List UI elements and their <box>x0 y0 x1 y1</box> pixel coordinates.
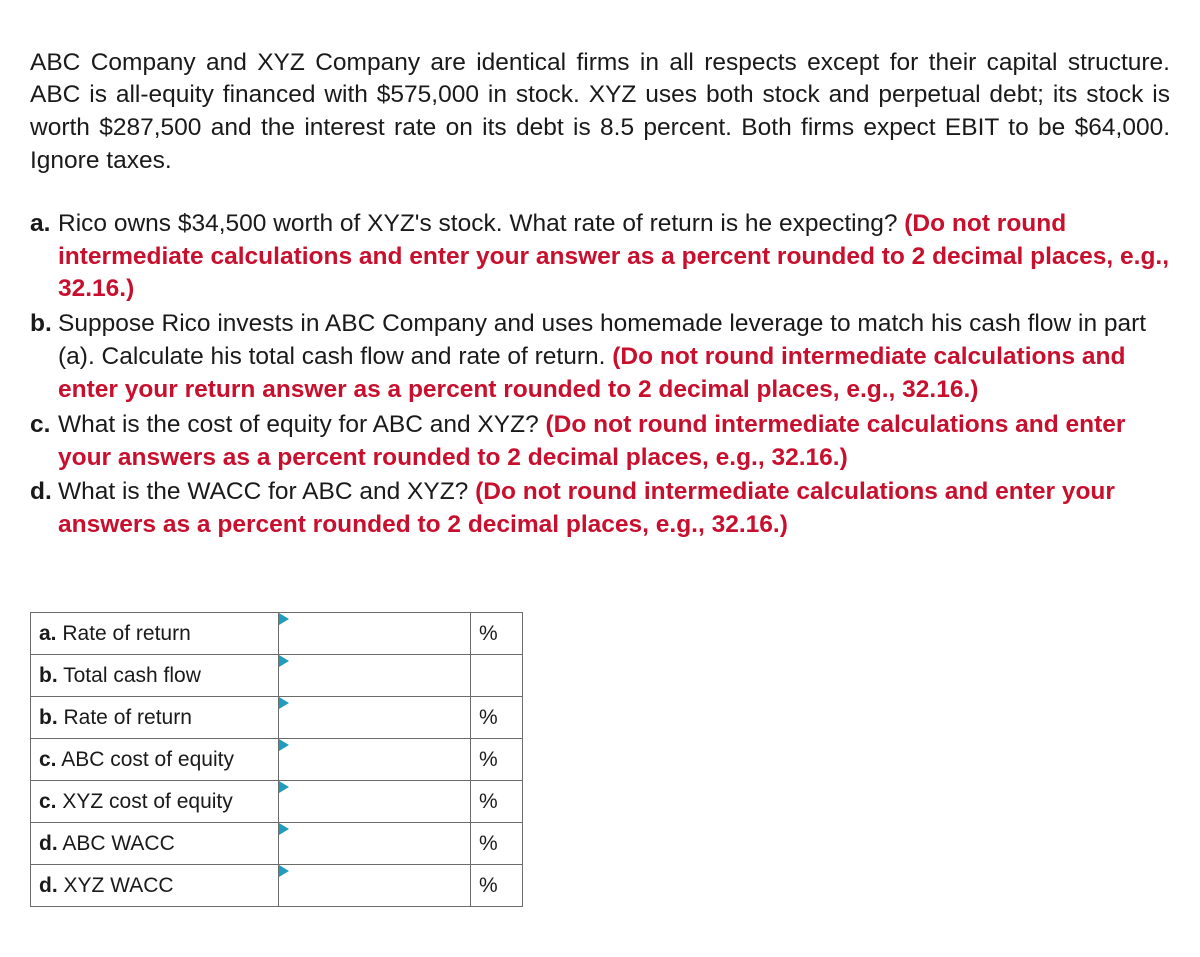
answer-input[interactable] <box>279 613 470 654</box>
input-marker-icon <box>279 865 289 877</box>
answer-input[interactable] <box>279 781 470 822</box>
question-letter: b. <box>30 308 58 406</box>
row-label: b. Rate of return <box>31 697 279 739</box>
row-label: c. XYZ cost of equity <box>31 781 279 823</box>
row-part-letter: b. <box>39 664 58 687</box>
row-label-text: XYZ WACC <box>58 874 174 897</box>
row-input-cell <box>279 697 471 739</box>
row-label-text: Rate of return <box>58 706 192 729</box>
row-input-cell <box>279 781 471 823</box>
table-row: c. ABC cost of equity% <box>31 739 523 781</box>
answer-input[interactable] <box>279 697 470 738</box>
row-label: b. Total cash flow <box>31 655 279 697</box>
question-letter: a. <box>30 208 58 306</box>
intro-paragraph: ABC Company and XYZ Company are identica… <box>30 47 1170 178</box>
row-unit: % <box>471 865 523 907</box>
input-marker-icon <box>279 613 289 625</box>
question-text: Rico owns $34,500 worth of XYZ's stock. … <box>58 210 904 237</box>
row-part-letter: d. <box>39 832 58 855</box>
row-unit: % <box>471 697 523 739</box>
row-unit: % <box>471 823 523 865</box>
row-input-cell <box>279 739 471 781</box>
table-row: b. Total cash flow <box>31 655 523 697</box>
question-page: ABC Company and XYZ Company are identica… <box>0 0 1200 929</box>
row-part-letter: c. <box>39 748 57 771</box>
question-body: What is the cost of equity for ABC and X… <box>58 409 1170 475</box>
row-unit: % <box>471 613 523 655</box>
row-label-text: XYZ cost of equity <box>57 790 233 813</box>
row-part-letter: b. <box>39 706 58 729</box>
question-letter: d. <box>30 476 58 542</box>
row-part-letter: a. <box>39 622 57 645</box>
question-c: c. What is the cost of equity for ABC an… <box>30 409 1170 475</box>
row-label-text: ABC WACC <box>58 832 175 855</box>
row-unit: % <box>471 739 523 781</box>
table-row: b. Rate of return% <box>31 697 523 739</box>
row-label-text: ABC cost of equity <box>57 748 234 771</box>
input-marker-icon <box>279 739 289 751</box>
row-label: d. XYZ WACC <box>31 865 279 907</box>
answer-table: a. Rate of return%b. Total cash flowb. R… <box>30 612 523 907</box>
answer-table-body: a. Rate of return%b. Total cash flowb. R… <box>31 613 523 907</box>
table-row: a. Rate of return% <box>31 613 523 655</box>
answer-input[interactable] <box>279 739 470 780</box>
question-list: a. Rico owns $34,500 worth of XYZ's stoc… <box>30 208 1170 542</box>
row-input-cell <box>279 613 471 655</box>
input-marker-icon <box>279 655 289 667</box>
question-letter: c. <box>30 409 58 475</box>
row-label: c. ABC cost of equity <box>31 739 279 781</box>
row-label-text: Rate of return <box>57 622 191 645</box>
question-text: What is the WACC for ABC and XYZ? <box>58 478 475 505</box>
row-label-text: Total cash flow <box>58 664 201 687</box>
table-row: d. XYZ WACC% <box>31 865 523 907</box>
row-unit <box>471 655 523 697</box>
answer-input[interactable] <box>279 823 470 864</box>
question-d: d. What is the WACC for ABC and XYZ? (Do… <box>30 476 1170 542</box>
row-part-letter: d. <box>39 874 58 897</box>
answer-input[interactable] <box>279 865 470 906</box>
row-input-cell <box>279 823 471 865</box>
row-input-cell <box>279 865 471 907</box>
table-row: d. ABC WACC% <box>31 823 523 865</box>
row-unit: % <box>471 781 523 823</box>
row-input-cell <box>279 655 471 697</box>
input-marker-icon <box>279 823 289 835</box>
question-body: Suppose Rico invests in ABC Company and … <box>58 308 1170 406</box>
row-label: d. ABC WACC <box>31 823 279 865</box>
answer-input[interactable] <box>279 655 470 696</box>
table-row: c. XYZ cost of equity% <box>31 781 523 823</box>
row-part-letter: c. <box>39 790 57 813</box>
question-a: a. Rico owns $34,500 worth of XYZ's stoc… <box>30 208 1170 306</box>
question-body: Rico owns $34,500 worth of XYZ's stock. … <box>58 208 1170 306</box>
input-marker-icon <box>279 781 289 793</box>
question-b: b. Suppose Rico invests in ABC Company a… <box>30 308 1170 406</box>
question-text: What is the cost of equity for ABC and X… <box>58 411 546 438</box>
row-label: a. Rate of return <box>31 613 279 655</box>
question-body: What is the WACC for ABC and XYZ? (Do no… <box>58 476 1170 542</box>
input-marker-icon <box>279 697 289 709</box>
